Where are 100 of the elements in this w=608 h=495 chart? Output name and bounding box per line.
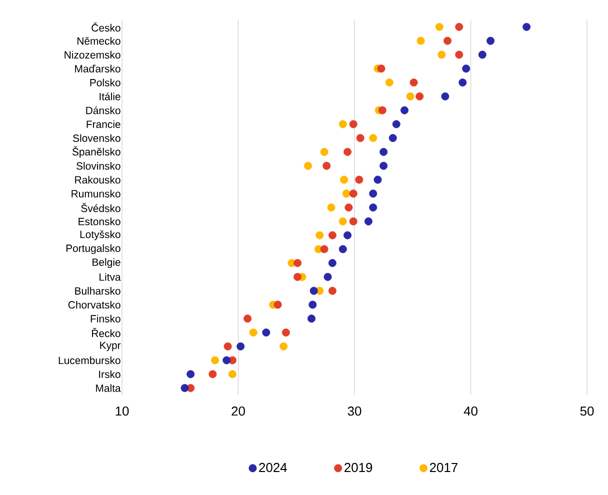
point: [438, 50, 446, 59]
point: [435, 22, 444, 31]
point: [380, 148, 388, 156]
y-tick-label: Lucembursko: [58, 356, 120, 364]
point: [455, 50, 464, 59]
y-tick-label: Francie: [86, 120, 120, 128]
y-tick-label: Švédsko: [81, 202, 120, 212]
point: [294, 259, 302, 268]
point: [338, 217, 347, 226]
point: [486, 36, 495, 45]
point: [262, 328, 270, 336]
point: [378, 106, 386, 114]
point: [374, 176, 382, 184]
y-tick-label: Dánsko: [86, 106, 120, 114]
point: [444, 36, 452, 45]
y-tick-label: Irsko: [99, 370, 120, 378]
legend-label: 2019: [344, 462, 372, 472]
y-tick-label: Polsko: [90, 78, 120, 86]
point: [328, 231, 336, 240]
y-tick-label: Česko: [92, 22, 120, 32]
point: [327, 203, 336, 212]
point: [522, 22, 531, 31]
point: [186, 370, 195, 378]
point: [211, 356, 220, 364]
point: [355, 176, 364, 184]
point: [392, 120, 400, 128]
point: [274, 300, 282, 309]
point: [406, 92, 414, 100]
y-tick-label: Malta: [96, 384, 121, 392]
point: [388, 134, 397, 142]
point: [282, 328, 290, 336]
y-tick-label: Estonsko: [78, 218, 120, 226]
point: [458, 78, 467, 86]
y-tick-label: Kypr: [100, 342, 121, 352]
x-tick-label: 20: [232, 406, 245, 416]
legend-label: 2024: [259, 462, 287, 472]
point: [328, 259, 336, 268]
point: [322, 162, 331, 170]
point: [369, 190, 378, 198]
point: [385, 78, 394, 86]
point: [304, 162, 312, 170]
point: [244, 314, 252, 323]
point: [349, 190, 358, 198]
point: [441, 92, 450, 100]
y-tick-label: Itálie: [100, 92, 120, 100]
y-tick-label: Španělsko: [72, 146, 120, 158]
point: [344, 203, 353, 212]
point: [208, 370, 217, 378]
x-tick-label: 50: [580, 406, 594, 416]
point: [316, 231, 324, 240]
x-tick-label: 10: [116, 406, 129, 416]
y-tick-label: Portugalsko: [66, 244, 120, 254]
y-tick-label: Nizozemsko: [64, 50, 120, 59]
x-tick-label: 30: [348, 406, 362, 416]
y-tick-label: Finsko: [90, 314, 120, 322]
point: [455, 22, 464, 31]
point: [349, 120, 358, 128]
y-tick-label: Lotyšsko: [80, 230, 120, 240]
y-tick-label: Litva: [100, 273, 121, 281]
point: [369, 134, 378, 142]
y-tick-label: Německo: [77, 36, 120, 45]
point: [369, 203, 378, 212]
point: [340, 176, 348, 184]
x-tick-label: 40: [464, 406, 478, 416]
legend-label: 2017: [430, 462, 458, 472]
point: [307, 314, 316, 323]
point: [364, 217, 372, 226]
point: [294, 272, 302, 281]
point: [344, 148, 352, 156]
point: [224, 342, 232, 350]
y-tick-label: Slovensko: [73, 134, 120, 142]
point: [180, 384, 189, 392]
point: [462, 64, 470, 73]
point: [328, 286, 336, 295]
y-tick-label: Chorvatsko: [68, 300, 120, 309]
point: [320, 245, 328, 254]
point: [310, 286, 318, 295]
point: [400, 106, 408, 114]
point: [478, 50, 486, 59]
y-tick-label: Řecko: [92, 328, 120, 338]
y-tick-label: Slovinsko: [76, 162, 120, 170]
point: [280, 342, 288, 350]
point: [380, 162, 388, 170]
point: [222, 356, 231, 364]
point: [228, 370, 236, 378]
point: [320, 148, 328, 156]
point: [344, 231, 352, 240]
point: [377, 64, 386, 73]
point: [236, 342, 245, 350]
y-tick-label: Rumunsko: [72, 190, 120, 198]
point: [416, 92, 424, 100]
point: [249, 328, 258, 336]
y-tick-label: Rakousko: [75, 176, 120, 184]
point: [342, 190, 350, 198]
point: [410, 78, 418, 86]
y-tick-label: Maďarsko: [75, 64, 120, 72]
y-tick-label: Bulharsko: [75, 286, 120, 295]
point: [324, 272, 332, 281]
point: [416, 36, 425, 45]
point: [356, 134, 364, 142]
